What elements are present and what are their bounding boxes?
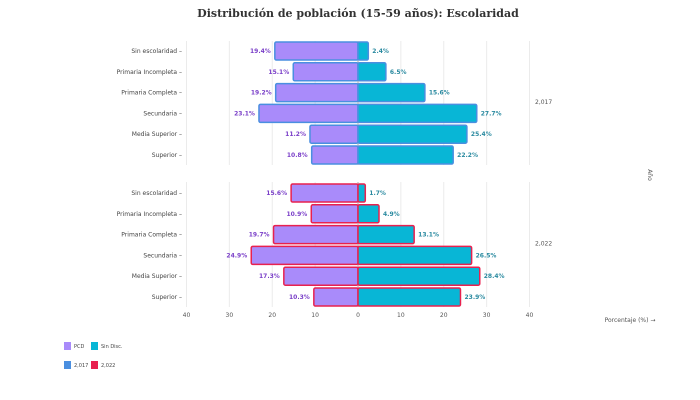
data-label: 10.3%	[289, 294, 310, 301]
facet-label: 2,017	[535, 99, 552, 106]
bar-pcd[interactable]	[292, 62, 359, 82]
x-tick-label: 30	[483, 312, 491, 319]
bar-sin-disc[interactable]	[357, 62, 387, 82]
category-label: Media Superior –	[132, 273, 182, 280]
data-label: 6.5%	[390, 69, 407, 76]
data-label: 15.6%	[429, 90, 450, 97]
legend-swatch[interactable]	[91, 342, 98, 350]
category-label: Primaria Incompleta –	[117, 211, 182, 218]
x-tick-label: 40	[526, 312, 534, 319]
bar-sin-disc[interactable]	[357, 245, 473, 266]
bar-pcd[interactable]	[310, 145, 359, 165]
data-label: 23.9%	[464, 294, 485, 301]
facet-label: 2,022	[535, 241, 552, 248]
data-label: 19.4%	[250, 48, 271, 55]
data-label: 15.1%	[268, 69, 289, 76]
category-label: Sin escolaridad –	[131, 48, 182, 55]
data-label: 28.4%	[484, 273, 505, 280]
facet-panel-2017: Sin escolaridad – Primaria Incompleta – Pr…	[117, 41, 552, 165]
data-label: 27.7%	[481, 110, 502, 117]
bar-pcd[interactable]	[272, 224, 359, 245]
data-label: 10.8%	[287, 152, 308, 159]
bar-sin-disc[interactable]	[357, 287, 462, 307]
data-label: 22.2%	[457, 152, 478, 159]
legend: PCD Sin Disc. 2,017 2,022	[64, 342, 123, 369]
category-label: Superior –	[152, 294, 182, 301]
x-tick-label: 20	[268, 312, 276, 319]
data-label: 19.2%	[251, 90, 272, 97]
data-label: 23.1%	[234, 110, 255, 117]
x-tick-label: 0	[356, 312, 360, 319]
category-label: Media Superior –	[132, 131, 182, 138]
bar-pcd[interactable]	[274, 41, 359, 61]
bar-sin-disc[interactable]	[357, 145, 454, 165]
data-label: 25.4%	[471, 131, 492, 138]
legend-label[interactable]: Sin Disc.	[101, 344, 123, 350]
bar-pcd[interactable]	[283, 266, 359, 286]
bar-pcd[interactable]	[274, 82, 359, 103]
data-label: 1.7%	[369, 190, 386, 197]
category-label: Sin escolaridad –	[131, 190, 182, 197]
bar-sin-disc[interactable]	[357, 124, 468, 144]
category-label: Secundaria –	[143, 252, 182, 259]
bar-sin-disc[interactable]	[357, 41, 370, 61]
category-label: Secundaria –	[143, 110, 182, 117]
bar-sin-disc[interactable]	[357, 183, 367, 203]
bar-pcd[interactable]	[309, 124, 359, 144]
legend-label[interactable]: 2,017	[74, 363, 88, 369]
legend-swatch[interactable]	[91, 361, 98, 369]
data-label: 2.4%	[372, 48, 389, 55]
bar-sin-disc[interactable]	[357, 103, 478, 124]
legend-label[interactable]: 2,022	[101, 363, 115, 369]
bar-sin-disc[interactable]	[357, 82, 426, 103]
category-label: Primaria Incompleta –	[117, 69, 182, 76]
facet-panel-2022: Sin escolaridad – Primaria Incompleta – Pr…	[117, 182, 552, 307]
x-tick-label: 10	[397, 312, 405, 319]
chart-title: Distribución de población (15-59 años): …	[197, 7, 519, 20]
legend-swatch[interactable]	[64, 342, 71, 350]
category-label: Primaria Completa –	[121, 232, 182, 239]
facet-axis-title: Año	[646, 169, 653, 181]
data-label: 26.5%	[476, 252, 497, 259]
x-tick-label: 30	[226, 312, 234, 319]
bar-pcd[interactable]	[290, 183, 359, 203]
data-label: 17.3%	[259, 273, 280, 280]
data-label: 4.9%	[383, 211, 400, 218]
legend-swatch[interactable]	[64, 361, 71, 369]
data-label: 24.9%	[226, 252, 247, 259]
bar-pcd[interactable]	[310, 204, 359, 224]
category-label: Primaria Completa –	[121, 90, 182, 97]
bar-sin-disc[interactable]	[357, 204, 380, 224]
category-label: Superior –	[152, 152, 182, 159]
data-label: 11.2%	[285, 131, 306, 138]
data-label: 15.6%	[266, 190, 287, 197]
x-axis-title: Porcentaje (%) →	[605, 317, 656, 324]
x-tick-label: 20	[440, 312, 448, 319]
legend-label[interactable]: PCD	[74, 344, 85, 350]
bar-pcd[interactable]	[313, 287, 359, 307]
bar-sin-disc[interactable]	[357, 266, 481, 286]
bar-pcd[interactable]	[250, 245, 359, 266]
data-label: 13.1%	[418, 232, 439, 239]
x-tick-label: 10	[311, 312, 319, 319]
x-tick-label: 40	[183, 312, 191, 319]
data-label: 19.7%	[249, 232, 270, 239]
bar-pcd[interactable]	[258, 103, 359, 124]
data-label: 10.9%	[286, 211, 307, 218]
bar-sin-disc[interactable]	[357, 224, 415, 245]
